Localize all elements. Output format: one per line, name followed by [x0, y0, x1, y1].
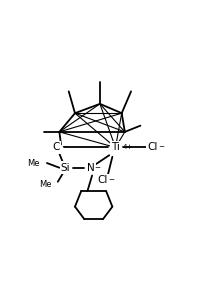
- Text: Me: Me: [27, 159, 39, 168]
- Text: −: −: [108, 177, 114, 183]
- Text: −: −: [94, 165, 100, 171]
- Text: Cl: Cl: [97, 175, 108, 185]
- Text: Ti: Ti: [110, 142, 119, 152]
- Text: N: N: [86, 163, 94, 173]
- Text: −: −: [157, 144, 163, 150]
- Text: −: −: [61, 144, 67, 150]
- Text: Me: Me: [39, 180, 51, 189]
- Text: C: C: [52, 142, 60, 152]
- Text: Cl: Cl: [147, 142, 157, 152]
- Text: Si: Si: [61, 163, 70, 173]
- Text: 4+: 4+: [122, 144, 133, 150]
